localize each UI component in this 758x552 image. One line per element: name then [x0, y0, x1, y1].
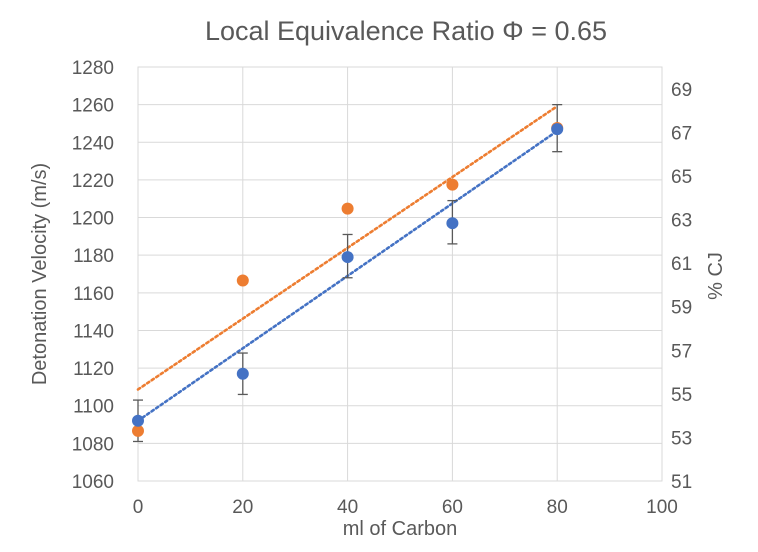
x-axis-title: ml of Carbon [343, 518, 458, 540]
y2-tick-label: 61 [671, 254, 692, 275]
y-tick-label: 1060 [72, 472, 114, 493]
x-tick-label: 100 [646, 497, 678, 518]
y-tick-labels: 1060 1080 1100 1120 1140 1160 1180 1200 1220 1240… [72, 58, 114, 493]
data-point-series-2 [341, 202, 354, 215]
y2-tick-label: 63 [671, 211, 692, 232]
data-points [132, 122, 564, 437]
y-tick-label: 1180 [73, 246, 114, 267]
y-tick-label: 1160 [73, 284, 114, 305]
y2-tick-label: 59 [671, 298, 692, 319]
y-tick-label: 1200 [72, 209, 114, 230]
x-tick-label: 60 [442, 497, 463, 518]
data-point-series-1 [446, 217, 459, 230]
data-point-series-1 [236, 367, 249, 380]
y2-tick-label: 57 [671, 341, 692, 362]
chart-title: Local Equivalence Ratio Φ = 0.65 [205, 16, 607, 46]
plot-area [137, 66, 663, 482]
y-tick-label: 1220 [72, 171, 114, 192]
x-tick-label: 0 [133, 497, 144, 518]
grid [137, 66, 663, 482]
data-point-series-2 [132, 424, 144, 437]
x-tick-labels: 0 20 40 60 80 100 [133, 497, 678, 518]
data-point-series-1 [132, 414, 144, 427]
y2-tick-label: 69 [671, 80, 692, 101]
x-tick-label: 20 [232, 497, 253, 518]
x-tick-label: 40 [337, 497, 358, 518]
data-point-series-2 [446, 178, 459, 191]
y-tick-label: 1140 [73, 321, 114, 342]
y2-tick-label: 65 [671, 167, 692, 188]
y-tick-label: 1100 [73, 397, 114, 418]
y-axis-title: Detonation Velocity (m/s) [29, 163, 51, 385]
y2-tick-label: 51 [671, 472, 692, 493]
data-point-series-1 [551, 123, 564, 136]
y-tick-label: 1240 [72, 133, 114, 154]
x-tick-label: 80 [547, 497, 568, 518]
y2-axis-title: % CJ [705, 252, 727, 300]
y-tick-label: 1260 [72, 96, 114, 117]
data-point-series-1 [341, 251, 354, 264]
y-tick-label: 1080 [72, 434, 114, 455]
data-point-series-2 [236, 274, 249, 287]
y2-tick-label: 67 [671, 123, 692, 144]
y2-tick-label: 55 [671, 385, 692, 406]
y2-tick-label: 53 [671, 428, 692, 449]
y-tick-label: 1280 [72, 58, 114, 79]
y-tick-label: 1120 [73, 359, 114, 380]
y2-tick-labels: 51 53 55 57 59 61 63 65 67 69 [671, 80, 692, 493]
